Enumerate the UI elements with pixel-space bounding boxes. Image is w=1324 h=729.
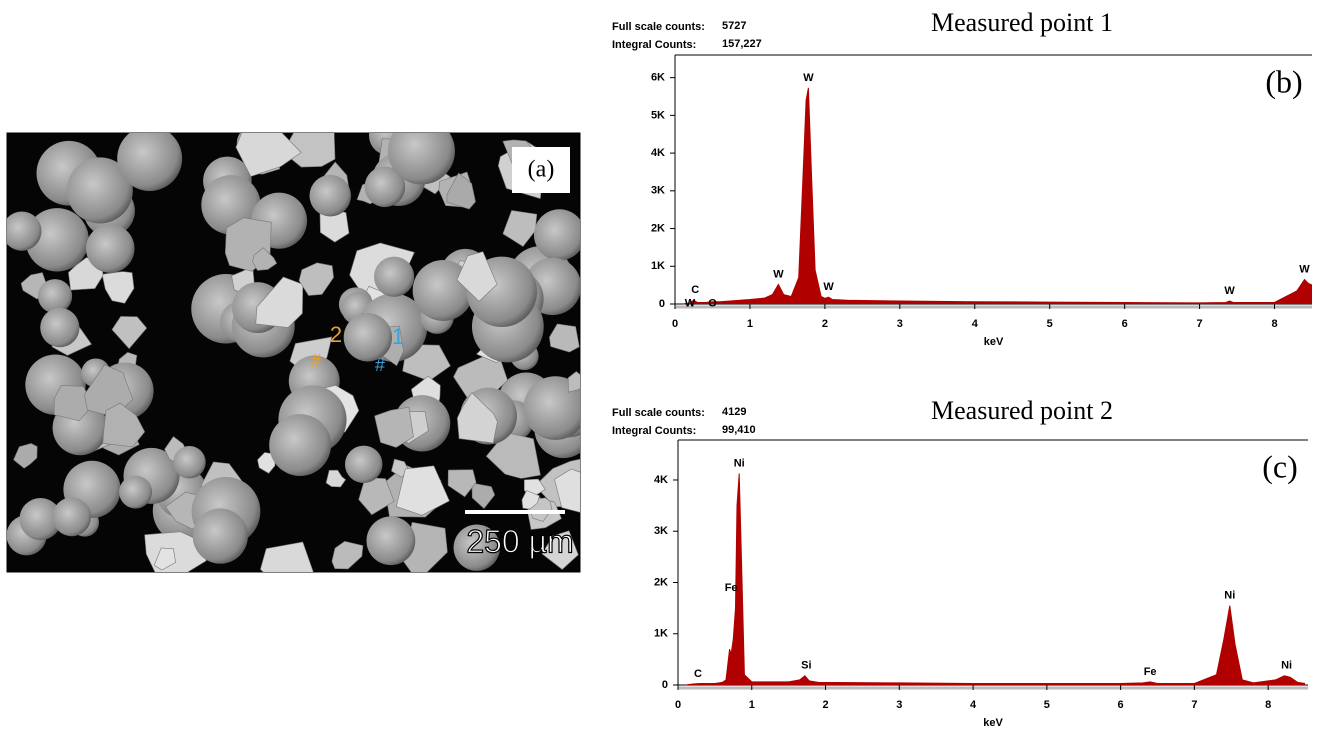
peak-label: O [708, 297, 717, 309]
y-tick-label: 3K [651, 185, 665, 197]
x-tick-label: 4 [970, 699, 977, 711]
peak-label: Ni [734, 457, 745, 469]
x-tick-label: 8 [1271, 318, 1277, 330]
x-tick-label: 5 [1047, 318, 1053, 330]
particle [117, 126, 182, 191]
y-tick-label: 2K [654, 576, 668, 588]
y-tick-label: 6K [651, 72, 665, 84]
peak-label: C [694, 668, 702, 680]
peak-label: Ni [1281, 660, 1292, 672]
full-scale-label: Full scale counts: [612, 407, 705, 419]
x-tick-label: 7 [1191, 699, 1197, 711]
x-tick-label: 2 [822, 318, 828, 330]
x-tick-label: 8 [1265, 699, 1271, 711]
point-marker: # [375, 355, 385, 375]
spectrum-fill [685, 473, 1305, 685]
particle [40, 308, 79, 347]
x-tick-label: 6 [1122, 318, 1128, 330]
chart-title: Measured point 1 [931, 8, 1113, 37]
x-tick-label: 7 [1197, 318, 1203, 330]
peak-label: W [823, 281, 834, 293]
peak-label: W [1299, 263, 1310, 275]
integral-counts: 99,410 [722, 424, 756, 436]
full-scale-label: Full scale counts: [612, 21, 705, 33]
integral-label: Integral Counts: [612, 425, 696, 437]
x-axis-label: keV [983, 717, 1003, 729]
y-tick-label: 4K [654, 474, 668, 486]
full-scale-counts: 5727 [722, 20, 746, 32]
particle [388, 118, 455, 185]
integral-counts: 157,227 [722, 38, 762, 50]
point-label: 2 [330, 322, 342, 347]
y-tick-label: 0 [659, 298, 665, 310]
y-tick-label: 5K [651, 109, 665, 121]
x-tick-label: 5 [1044, 699, 1050, 711]
particle [534, 209, 585, 260]
point-marker: # [311, 351, 321, 371]
chart-title: Measured point 2 [931, 396, 1113, 425]
y-tick-label: 1K [651, 260, 665, 272]
x-axis-label: keV [984, 336, 1004, 348]
particle [86, 224, 135, 273]
particle [173, 446, 206, 479]
panel-label: (b) [1265, 63, 1302, 99]
particle [52, 497, 91, 536]
y-tick-label: 4K [651, 147, 665, 159]
particle [2, 211, 41, 250]
particle [555, 469, 601, 513]
panel-label: (a) [528, 157, 555, 183]
particle [269, 414, 331, 476]
x-tick-label: 6 [1118, 699, 1124, 711]
panel-label: (c) [1262, 448, 1298, 484]
particle [119, 476, 152, 509]
particle [345, 446, 383, 484]
y-tick-label: 0 [662, 679, 668, 691]
full-scale-counts: 4129 [722, 406, 746, 418]
x-tick-label: 0 [675, 699, 681, 711]
peak-label: W [685, 297, 696, 309]
particle [374, 257, 414, 297]
particle [366, 516, 415, 565]
x-tick-label: 1 [747, 318, 753, 330]
particle [193, 509, 248, 564]
y-tick-label: 1K [654, 628, 668, 640]
x-tick-label: 4 [972, 318, 979, 330]
x-tick-label: 1 [749, 699, 755, 711]
x-tick-label: 2 [822, 699, 828, 711]
peak-label: Si [801, 660, 811, 672]
scale-bar-label: 250 µm [466, 523, 573, 559]
particle [38, 279, 72, 313]
peak-label: W [803, 72, 814, 84]
integral-label: Integral Counts: [612, 39, 696, 51]
peak-label: Fe [725, 582, 738, 594]
figure: (a) 1 # 2 # 250 µm Full scale counts:572… [0, 0, 1324, 729]
y-tick-label: 3K [654, 525, 668, 537]
y-tick-label: 2K [651, 222, 665, 234]
peak-label: W [1224, 285, 1235, 297]
x-tick-label: 3 [896, 699, 902, 711]
particle [309, 175, 351, 217]
peak-label: C [691, 284, 699, 296]
sem-image: (a) 1 # 2 # 250 µm [2, 114, 600, 600]
x-tick-label: 0 [672, 318, 678, 330]
peak-label: Fe [1144, 666, 1157, 678]
peak-label: W [773, 268, 784, 280]
point-label: 1 [392, 324, 404, 349]
peak-label: Ni [1224, 589, 1235, 601]
spectrum-line [685, 473, 1305, 685]
x-tick-label: 3 [897, 318, 903, 330]
